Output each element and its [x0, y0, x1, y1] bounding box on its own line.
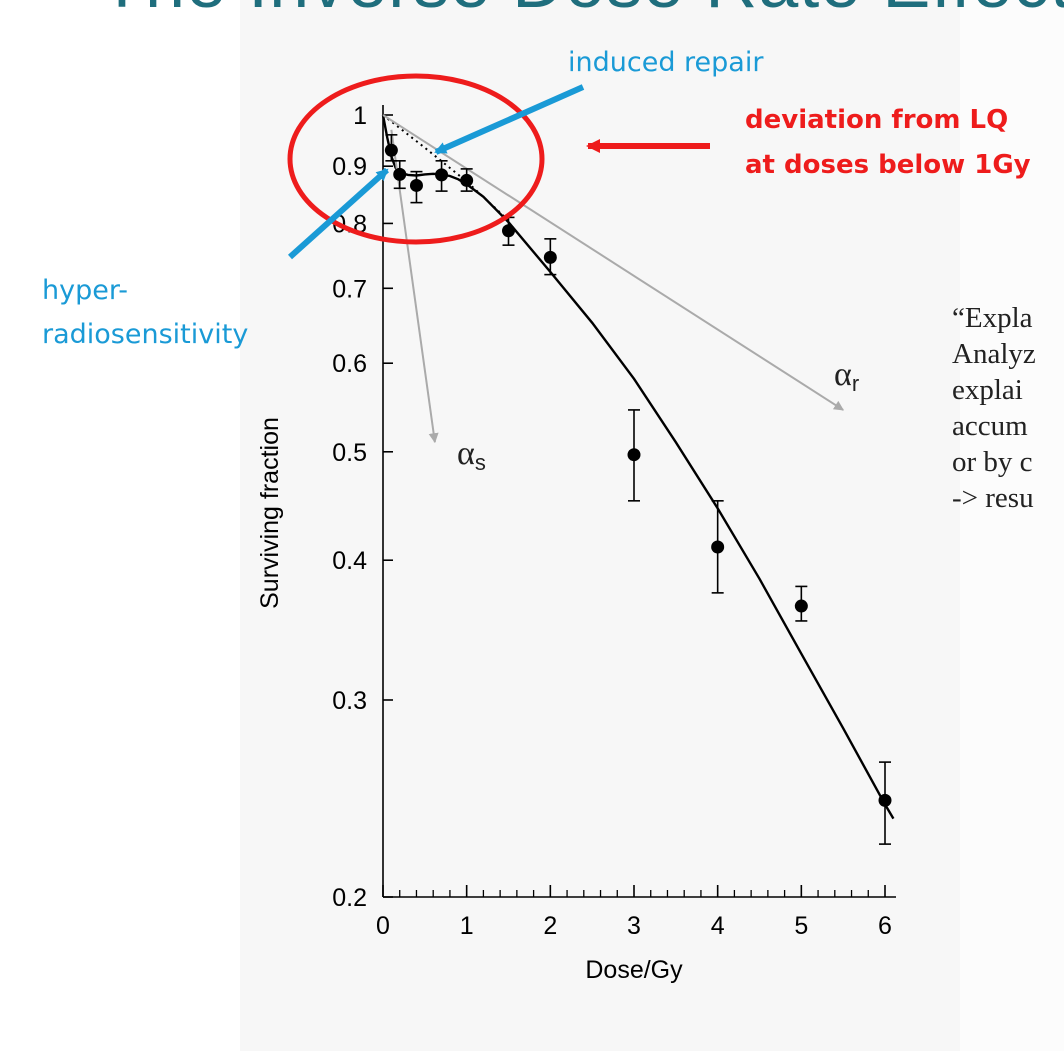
induced-repair-arrow [434, 84, 585, 155]
x-tick-label: 4 [711, 912, 725, 940]
alpha-s-arrow [390, 129, 439, 444]
x-axis-label: Dose/Gy [585, 956, 683, 984]
y-tick-label: 0.7 [332, 275, 367, 303]
data-points [384, 134, 892, 845]
data-point [502, 224, 515, 238]
alpha-r-label: αr [834, 356, 859, 396]
data-point [435, 168, 449, 182]
slide-left-margin [0, 0, 240, 1051]
data-point [794, 599, 808, 613]
alpha-r-symbol: α [834, 356, 852, 393]
side-text-line: -> resu [952, 482, 1034, 514]
slide-title: The Inverse Dose Rate Effect [0, 0, 1064, 22]
alpha-s-label: αs [457, 435, 486, 475]
y-tick-label: 0.4 [332, 547, 367, 575]
deviation-label-line1: deviation from LQ [745, 105, 1008, 135]
data-point [460, 173, 474, 187]
alpha-s-subscript: s [475, 450, 486, 475]
hyper-label-line2: radiosensitivity [42, 319, 248, 350]
x-ticks: 0 1 2 3 4 5 6 [376, 885, 892, 940]
y-tick-label: 0.6 [332, 350, 367, 378]
x-tick-label: 6 [878, 912, 892, 940]
side-text-block: “Expla Analyz explai accum or by c -> re… [952, 300, 1064, 516]
x-tick-label: 1 [460, 912, 474, 940]
induced-repair-label: induced repair [568, 47, 764, 78]
data-point [878, 793, 892, 807]
x-tick-label: 3 [627, 912, 641, 940]
side-text-line: or by c [952, 446, 1033, 478]
x-tick-label: 5 [794, 912, 808, 940]
figure-background [240, 0, 960, 1051]
side-text-line: explai [952, 374, 1023, 406]
hyper-label-line1: hyper- [42, 275, 128, 306]
slide-right-background [960, 0, 1064, 1051]
y-tick-label: 0.2 [332, 884, 367, 912]
x-tick-label: 2 [543, 912, 557, 940]
side-text-line: accum [952, 410, 1028, 442]
y-tick-label: 0.3 [332, 687, 367, 715]
y-tick-label: 1 [353, 102, 367, 130]
data-point [393, 167, 407, 181]
data-point [543, 250, 557, 264]
data-point [384, 143, 398, 157]
y-tick-label: 0.5 [332, 439, 367, 467]
hyper-radiosensitivity-arrow [287, 167, 390, 260]
lq-extrapolation-line [382, 114, 510, 222]
y-axis-label: Surviving fraction [256, 417, 284, 609]
alpha-r-subscript: r [852, 371, 859, 396]
data-point [409, 178, 423, 192]
data-point [711, 540, 725, 554]
x-tick-label: 0 [376, 912, 390, 940]
alpha-r-arrow [382, 114, 845, 411]
alpha-s-symbol: α [457, 435, 475, 472]
side-text-line: “Expla [952, 302, 1033, 334]
deviation-label-line2: at doses below 1Gy [745, 150, 1031, 180]
x-minor-ticks [399, 890, 869, 897]
data-point [627, 448, 641, 462]
alpha-arrows [382, 114, 845, 444]
deviation-region-circle [287, 73, 545, 245]
y-tick-label: 0.9 [332, 153, 367, 181]
side-text-line: Analyz [952, 338, 1036, 370]
